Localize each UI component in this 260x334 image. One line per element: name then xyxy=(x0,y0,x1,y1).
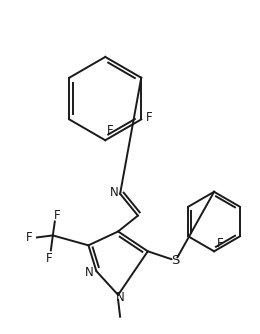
Text: N: N xyxy=(116,291,125,304)
Text: F: F xyxy=(217,237,223,250)
Text: N: N xyxy=(110,186,119,199)
Text: F: F xyxy=(46,252,52,265)
Text: F: F xyxy=(26,231,32,244)
Text: S: S xyxy=(171,254,180,267)
Text: F: F xyxy=(54,209,60,222)
Text: N: N xyxy=(85,266,94,279)
Text: F: F xyxy=(107,124,114,137)
Text: F: F xyxy=(146,111,152,124)
